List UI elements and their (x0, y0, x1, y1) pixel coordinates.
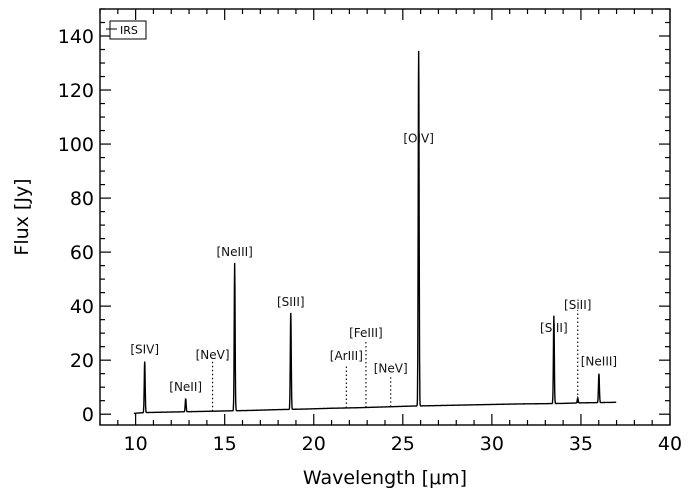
x-tick-label: 20 (302, 433, 326, 455)
x-tick-label: 30 (480, 433, 504, 455)
x-tick-label: 40 (658, 433, 682, 455)
emission-line-label: [SIII] (277, 295, 305, 309)
y-tick-label: 80 (70, 188, 94, 210)
emission-line-label: [SIV] (130, 342, 159, 356)
x-tick-label: 25 (391, 433, 415, 455)
legend-label: IRS (120, 24, 138, 37)
emission-line-label: [NeV] (196, 348, 230, 362)
y-axis-title: Flux [Jy] (11, 178, 33, 255)
y-tick-label: 120 (58, 80, 94, 102)
x-tick-label: 10 (124, 433, 148, 455)
y-tick-label: 100 (58, 134, 94, 156)
x-axis-title: Wavelength [μm] (303, 467, 467, 489)
emission-line-label: [NeV] (374, 361, 408, 375)
y-tick-label: 140 (58, 26, 94, 48)
x-tick-label: 15 (213, 433, 237, 455)
y-tick-label: 20 (70, 350, 94, 372)
emission-line-label: [NeIII] (216, 245, 252, 259)
emission-line-label: [NeII] (169, 380, 202, 394)
y-tick-label: 40 (70, 296, 94, 318)
y-tick-label: 0 (82, 404, 94, 426)
emission-line-label: [FeIII] (349, 326, 383, 340)
legend: IRS (106, 20, 147, 40)
emission-line-label: [ArIII] (330, 349, 363, 363)
y-tick-label: 60 (70, 242, 94, 264)
emission-line-label: [NeIII] (581, 355, 617, 369)
legend-box (109, 20, 147, 40)
x-tick-label: 35 (569, 433, 593, 455)
emission-line-label: [SIII] (540, 321, 568, 335)
emission-line-label: [SiII] (564, 298, 591, 312)
emission-line-label: [OIV] (403, 132, 434, 146)
